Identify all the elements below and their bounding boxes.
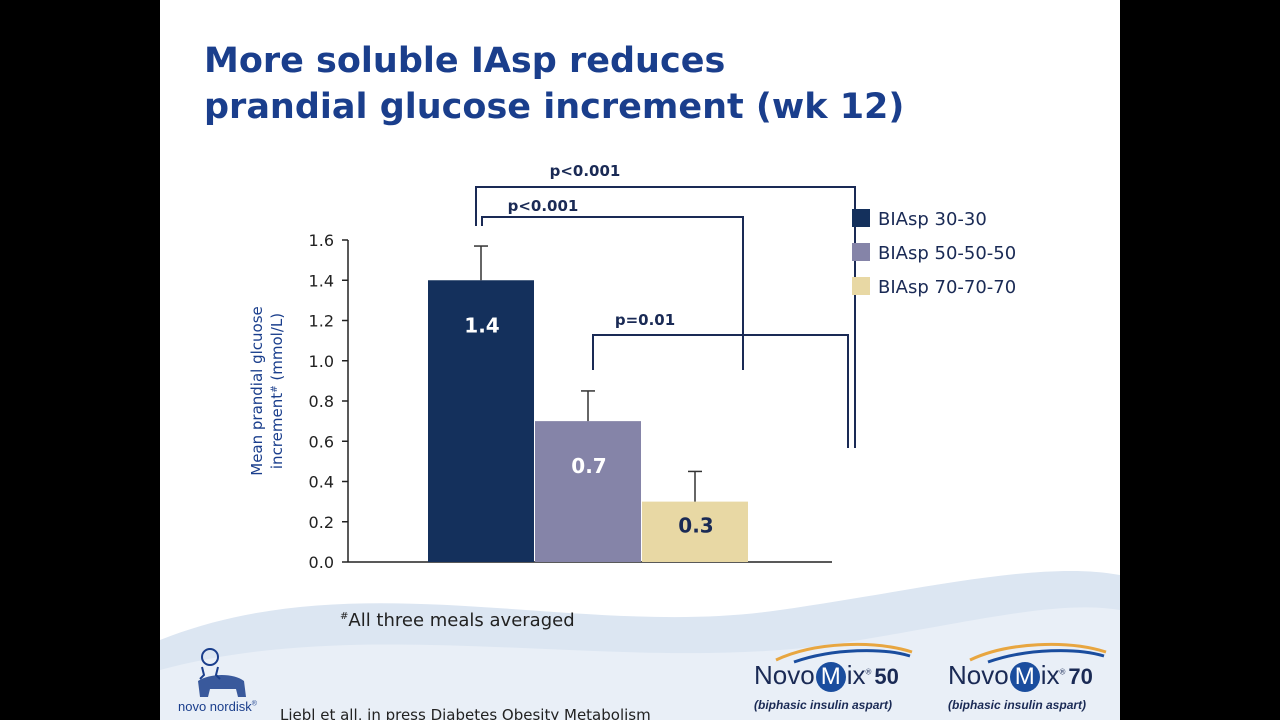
bars: [428, 280, 748, 562]
y-tick-labels: 0.0 0.2 0.4 0.6 0.8 1.0 1.2 1.4 1.6: [309, 231, 334, 572]
bar-2: [535, 421, 641, 562]
bar-chart: 0.0 0.2 0.4 0.6 0.8 1.0 1.2 1.4 1.6 Mean prandia…: [248, 162, 1016, 572]
y-tick-label: 1.6: [309, 231, 334, 250]
legend-label-2: BIAsp 50-50-50: [878, 243, 1016, 264]
page-title: More soluble IAsp reduces prandial gluco…: [204, 38, 904, 130]
y-tick-label: 0.6: [309, 432, 334, 451]
swoosh-icon: [969, 642, 1107, 664]
significance-bracket-3: [592, 334, 849, 448]
product-subtitle: (biphasic insulin aspart): [754, 698, 893, 712]
y-tick-label: 0.2: [309, 513, 334, 532]
bar-value-labels: 1.4 0.7 0.3: [464, 313, 713, 537]
error-bars: [474, 245, 702, 502]
company-name: novo nordisk®: [178, 699, 257, 714]
y-axis-label-line-1: Mean prandial glcuose: [248, 306, 266, 476]
footnote: #All three meals averaged: [340, 610, 575, 631]
background-wave: [160, 570, 1120, 720]
title-line-1: More soluble IAsp reduces: [204, 41, 726, 81]
reference-citation: Liebl et all, in press Diabetes Obesity …: [280, 706, 651, 720]
swoosh-icon: [775, 642, 913, 664]
y-tick-label: 0.0: [309, 553, 334, 572]
p-value-label-2: p<0.001: [508, 197, 579, 215]
y-tick-label: 1.0: [309, 352, 334, 371]
y-tick-label: 1.4: [309, 271, 334, 290]
y-tick-label: 1.2: [309, 312, 334, 331]
significance-bracket-1: [475, 186, 856, 448]
y-axis-label-line-2: increment# (mmol/L): [268, 313, 286, 469]
product-subtitle: (biphasic insulin aspart): [948, 698, 1087, 712]
bar-value-label-2: 0.7: [571, 454, 606, 478]
novo-nordisk-logo: [198, 648, 246, 697]
p-value-label-3: p=0.01: [615, 311, 675, 329]
legend-swatch-2: [852, 243, 870, 261]
legend-swatch-1: [852, 209, 870, 227]
y-tick-label: 0.8: [309, 392, 334, 411]
y-tick-label: 0.4: [309, 473, 334, 492]
title-line-2: prandial glucose increment (wk 12): [204, 87, 905, 127]
bar-value-label-3: 0.3: [678, 514, 713, 538]
significance-brackets: p<0.001 p<0.001 p=0.01: [475, 162, 856, 448]
legend-label-1: BIAsp 30-30: [878, 209, 987, 230]
slide: More soluble IAsp reduces prandial gluco…: [160, 0, 1120, 720]
bar-3: [642, 501, 748, 562]
legend-swatch-3: [852, 277, 870, 295]
p-value-label-1: p<0.001: [550, 162, 621, 180]
legend-label-3: BIAsp 70-70-70: [878, 277, 1016, 298]
legend: BIAsp 30-30 BIAsp 50-50-50 BIAsp 70-70-70: [852, 209, 1016, 298]
bar-1: [428, 280, 534, 562]
bar-value-label-1: 1.4: [464, 313, 499, 337]
significance-bracket-2: [481, 216, 744, 370]
